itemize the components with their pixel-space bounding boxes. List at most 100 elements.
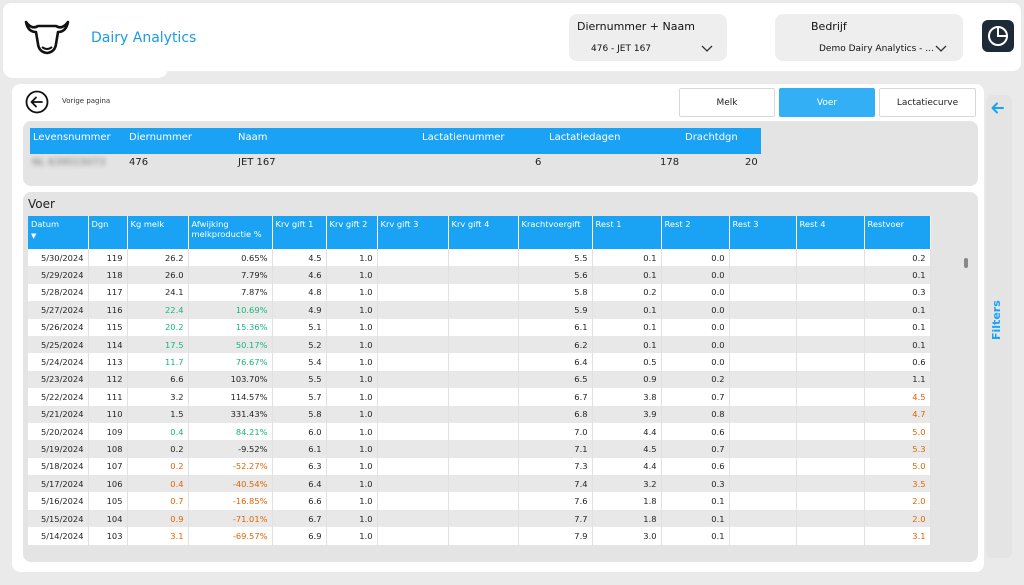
table-cell: 17.5 [127,335,189,354]
pie-chart-icon [988,26,1008,46]
table-cell: 5/24/2024 [28,353,89,371]
table-cell: 5/30/2024 [28,249,89,267]
company-slicer[interactable]: Bedrijf Demo Dairy Analytics - ... [775,14,963,61]
table-cell: 103 [88,527,128,545]
table-row[interactable]: 5/20/2024 109 0.4 84.21% 6.0 1.0 7.0 4.4 0.6 5.0 [28,422,931,441]
table-cell: 5/25/2024 [28,335,89,354]
table-cell: 0.4 [127,475,189,493]
column-header[interactable]: Rest 2 [661,216,730,249]
table-cell: 4.4 [592,422,662,441]
column-header[interactable]: Krachtvoergift [518,216,593,249]
table-row[interactable]: 5/28/2024 117 24.1 7.87% 4.8 1.0 5.8 0.2 0.0 0.3 [28,283,931,302]
column-header[interactable]: Krv gift 1 [272,216,327,249]
column-header-label: Krachtvoergift [521,219,581,229]
table-cell: 5/26/2024 [28,318,89,336]
table-cell [796,283,865,302]
column-header-label: Afwijking melkproductie % [191,219,262,239]
table-cell: 0.0 [661,249,730,267]
table-cell: 5/19/2024 [28,440,89,458]
table-cell: 119 [88,249,128,267]
table-body: 5/30/2024 119 26.2 0.65% 4.5 1.0 5.5 0.1 0.0 0.2 5… [28,249,931,545]
arrow-left-icon[interactable] [991,101,1005,115]
table-cell: 1.1 [864,370,931,389]
table-cell [796,405,865,423]
table-cell: 6.3 [272,457,327,476]
table-header-row: Datum ▼ Dgn Kg melk Afwijking melkproductie … [28,216,931,249]
table-cell: 5.4 [272,353,327,371]
table-cell [729,475,797,493]
column-header-label: Krv gift 4 [451,219,490,229]
sort-indicator[interactable]: ▼ [31,232,37,240]
table-cell [448,509,519,528]
column-header[interactable]: Rest 3 [729,216,797,249]
table-cell: 5.2 [272,335,327,354]
table-row[interactable]: 5/19/2024 108 0.2 -9.52% 6.1 1.0 7.1 4.5 0.7 5.3 [28,440,931,458]
table-cell: 114 [88,335,128,354]
column-header[interactable]: Krv gift 3 [377,216,449,249]
table-cell [796,422,865,441]
table-row[interactable]: 5/16/2024 105 0.7 -16.85% 6.6 1.0 7.6 1.8 0.1 2.0 [28,492,931,510]
table-cell: 0.1 [592,335,662,354]
tab-lactatiecurve[interactable]: Lactatiecurve [879,88,976,117]
chevron-down-icon[interactable] [935,44,947,54]
filters-label[interactable]: Filters [990,300,1003,340]
table-cell [448,388,519,406]
table-row[interactable]: 5/30/2024 119 26.2 0.65% 4.5 1.0 5.5 0.1 0.0 0.2 [28,249,931,267]
table-row[interactable]: 5/24/2024 113 11.7 76.67% 5.4 1.0 6.4 0.5 0.0 0.6 [28,353,931,371]
table-cell: 1.0 [326,422,378,441]
tab-melk[interactable]: Melk [679,88,775,117]
table-row[interactable]: 5/22/2024 111 3.2 114.57% 5.7 1.0 6.7 3.8 0.7 4.5 [28,388,931,406]
table-row[interactable]: 5/29/2024 118 26.0 7.79% 4.6 1.0 5.6 0.1 0.0 0.1 [28,266,931,284]
table-row[interactable]: 5/17/2024 106 0.4 -40.54% 6.4 1.0 7.4 3.2 0.3 3.5 [28,475,931,493]
filters-panel[interactable] [986,95,1012,558]
table-row[interactable]: 5/23/2024 112 6.6 103.70% 5.5 1.0 6.5 0.9 0.2 1.1 [28,370,931,389]
table-cell [377,318,449,336]
column-header[interactable]: Krv gift 4 [448,216,519,249]
dashboard-button[interactable] [982,20,1014,52]
table-cell [796,527,865,545]
table-cell [796,266,865,284]
table-cell: 0.0 [661,266,730,284]
column-header[interactable]: Rest 4 [796,216,865,249]
column-header-label: Rest 1 [595,219,622,229]
table-cell [796,440,865,458]
column-header[interactable]: Datum ▼ [28,216,89,249]
table-cell: 1.8 [592,492,662,510]
table-row[interactable]: 5/25/2024 114 17.5 50.17% 5.2 1.0 6.2 0.1 0.0 0.1 [28,335,931,354]
tab-voer[interactable]: Voer [779,88,875,117]
column-header-label: Restvoer [867,219,905,229]
table-row[interactable]: 5/27/2024 116 22.4 10.69% 4.9 1.0 5.9 0.1 0.0 0.1 [28,301,931,319]
table-cell: 5.6 [518,266,593,284]
table-cell: 4.4 [592,457,662,476]
chevron-down-icon[interactable] [701,44,713,54]
table-cell: 0.1 [661,527,730,545]
column-header-label: Rest 3 [732,219,759,229]
table-cell: 6.5 [518,370,593,389]
table-row[interactable]: 5/26/2024 115 20.2 15.36% 5.1 1.0 6.1 0.1 0.0 0.1 [28,318,931,336]
back-link-label[interactable]: Vorige pagina [62,97,111,105]
animal-slicer[interactable]: Diernummer + Naam 476 - JET 167 [569,14,727,61]
column-header[interactable]: Restvoer [864,216,931,249]
column-header[interactable]: Krv gift 2 [326,216,378,249]
column-header-label: Krv gift 3 [380,219,419,229]
table-cell [796,301,865,319]
table-cell: 107 [88,457,128,476]
column-header[interactable]: Rest 1 [592,216,662,249]
table-cell: 7.87% [188,283,273,302]
column-header-label: Dgn [91,219,109,229]
column-header[interactable]: Kg melk [127,216,189,249]
table-row[interactable]: 5/21/2024 110 1.5 331.43% 5.8 1.0 6.8 3.9 0.8 4.7 [28,405,931,423]
table-cell: 1.0 [326,249,378,267]
table-scrollbar-thumb[interactable] [964,258,968,268]
table-cell: 0.0 [661,283,730,302]
back-arrow-icon[interactable] [25,90,49,114]
column-header[interactable]: Dgn [88,216,128,249]
table-cell [796,318,865,336]
column-header[interactable]: Afwijking melkproductie % [188,216,273,249]
table-cell [448,440,519,458]
table-cell [729,492,797,510]
table-row[interactable]: 5/18/2024 107 0.2 -52.27% 6.3 1.0 7.3 4.4 0.6 5.0 [28,457,931,476]
table-row[interactable]: 5/15/2024 104 0.9 -71.01% 6.7 1.0 7.7 1.8 0.1 2.0 [28,509,931,528]
table-cell: 5.5 [518,249,593,267]
table-row[interactable]: 5/14/2024 103 3.1 -69.57% 6.9 1.0 7.9 3.0 0.1 3.1 [28,527,931,545]
